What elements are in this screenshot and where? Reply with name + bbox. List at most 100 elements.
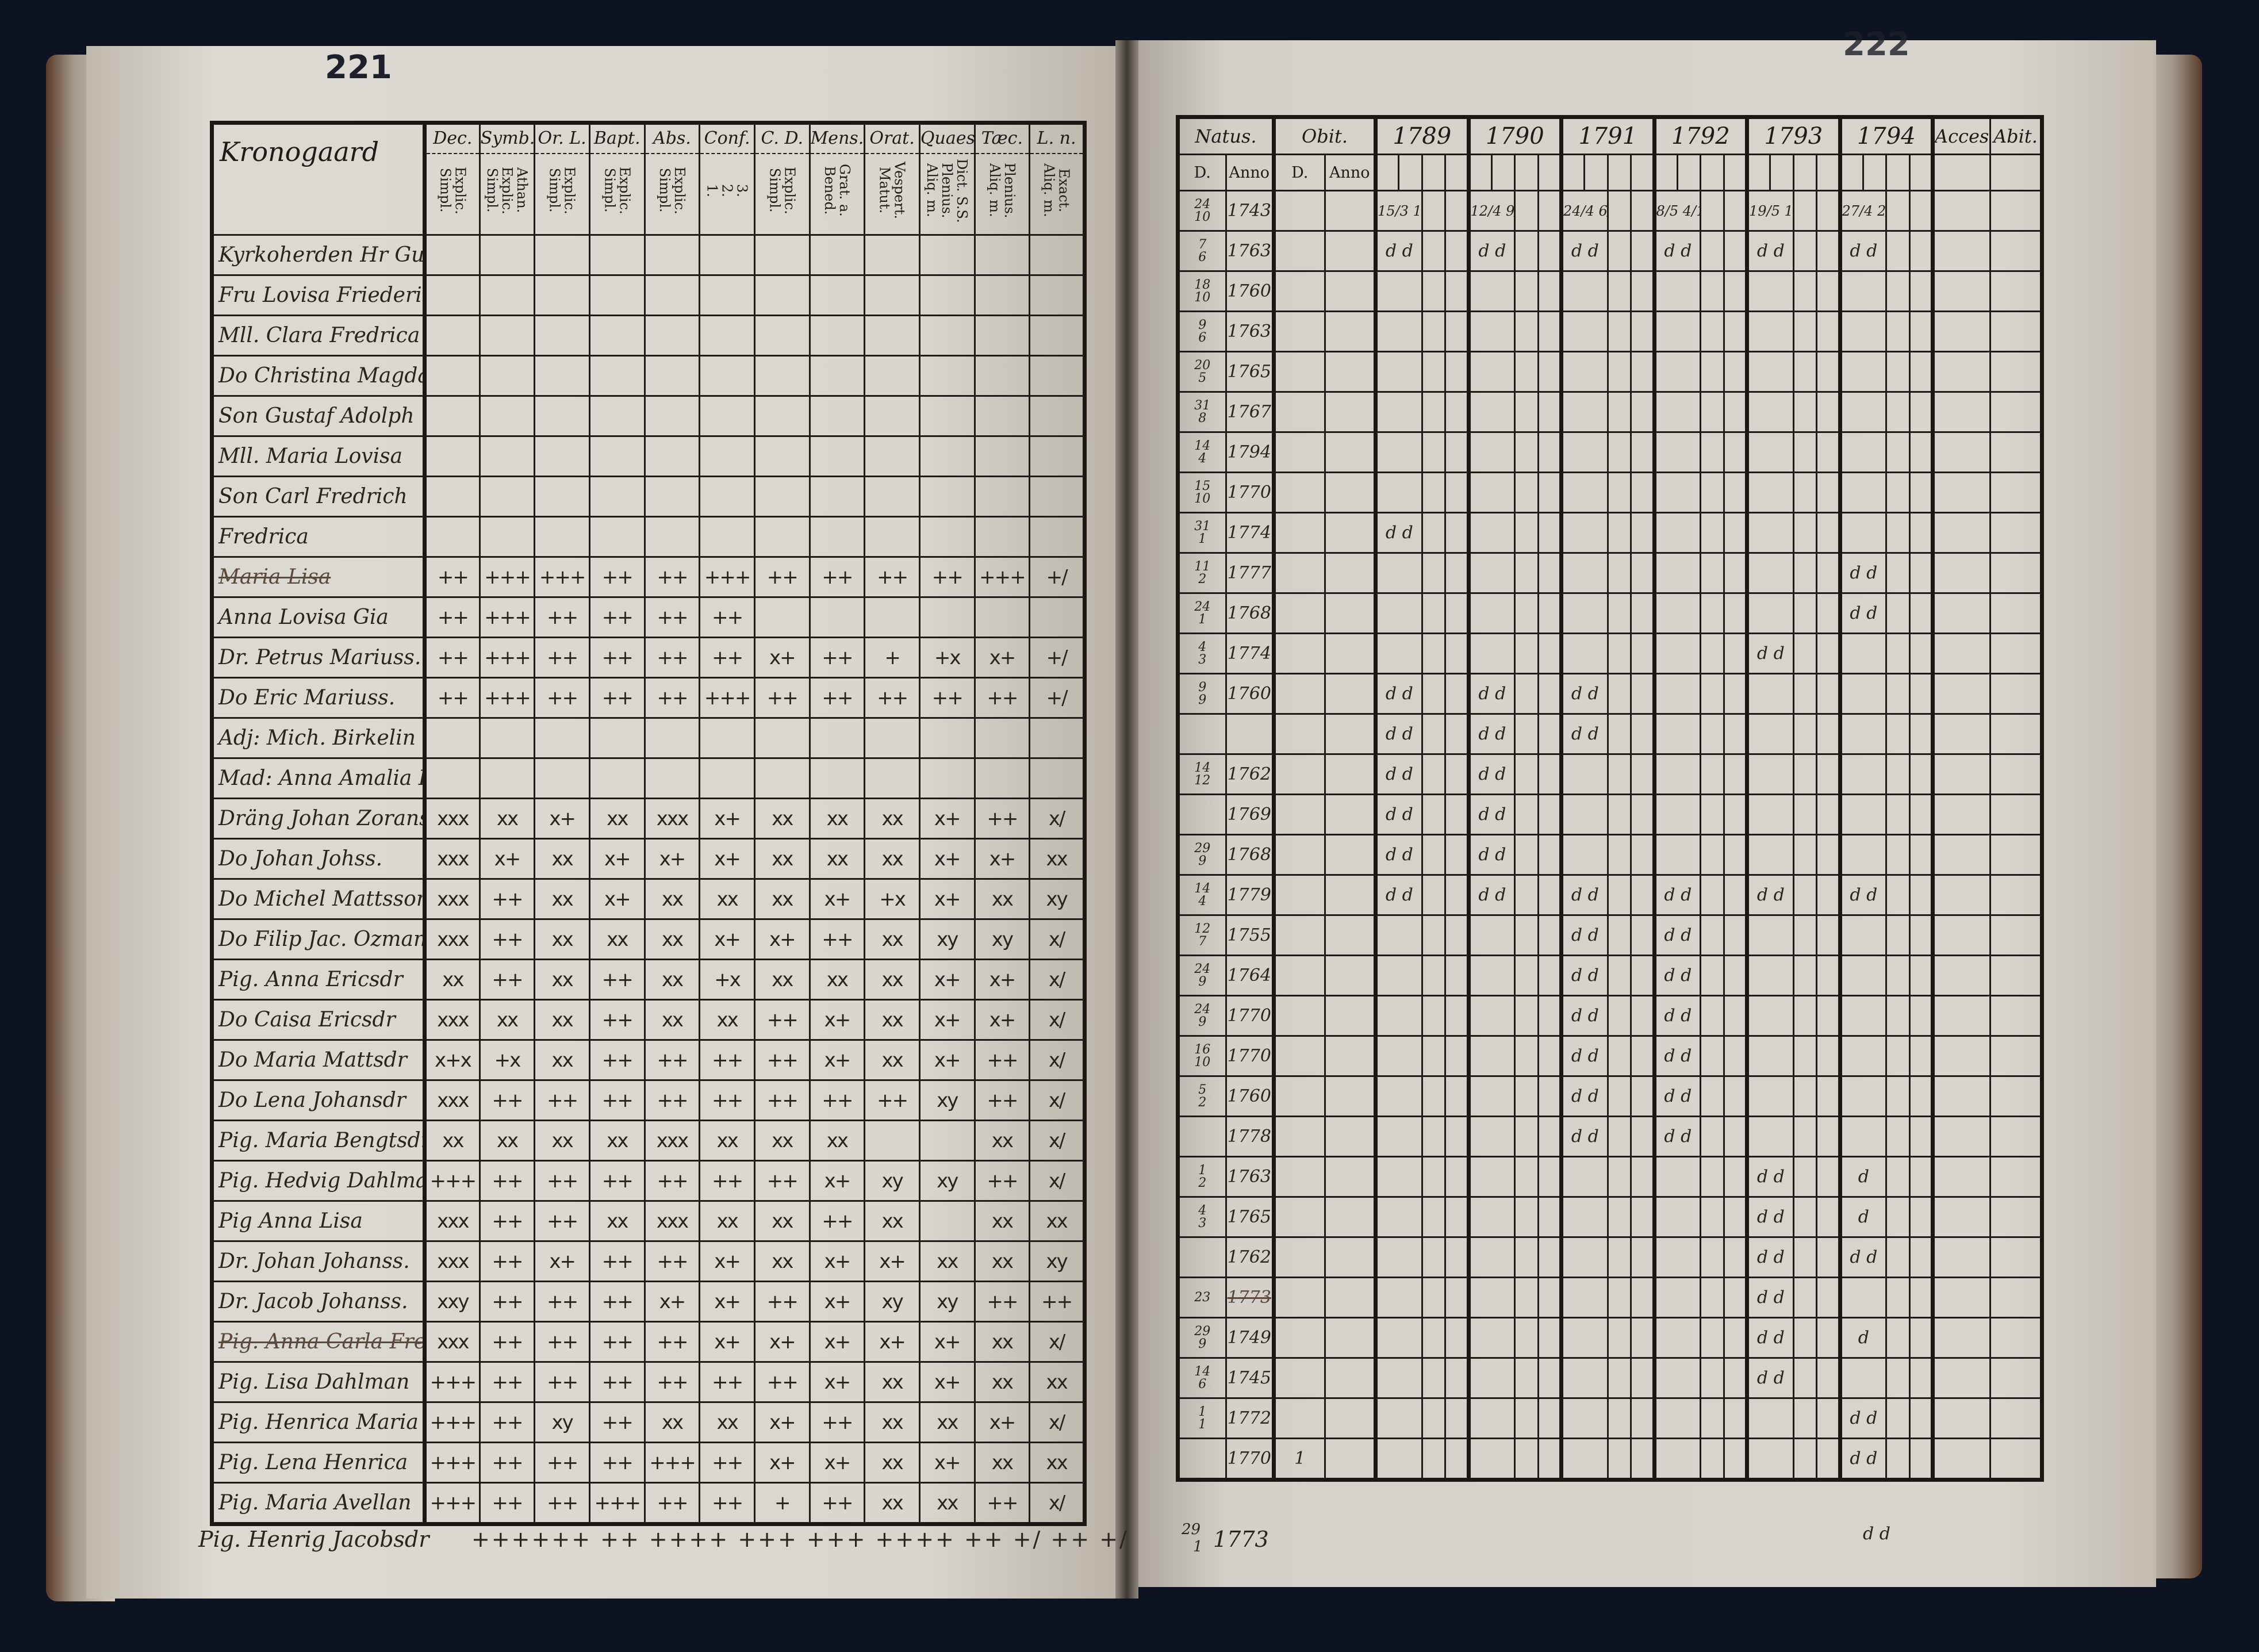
birth-day: 29	[1194, 841, 1211, 856]
exam-mark: x+	[808, 1240, 866, 1282]
exam-blank	[1885, 391, 1911, 433]
exam-blank	[1537, 1397, 1563, 1439]
exam-entry	[1559, 633, 1609, 674]
exam-blank	[1606, 673, 1632, 715]
exam-mark	[918, 435, 976, 477]
birth-month: 9	[1198, 1336, 1207, 1351]
death-year	[1324, 753, 1376, 795]
exam-entry: d d	[1652, 995, 1702, 1037]
birth-year: 1764	[1225, 955, 1275, 996]
exam-blank	[1723, 1397, 1748, 1439]
exam-blank	[1792, 1277, 1818, 1318]
exam-mark: ++	[643, 677, 701, 719]
exam-mark	[753, 234, 811, 276]
exam-blank	[1816, 713, 1841, 755]
exam-blank	[1908, 753, 1934, 795]
exam-blank	[1606, 914, 1632, 956]
exam-entry	[1745, 673, 1794, 715]
exam-blank	[1816, 512, 1841, 554]
exam-entry	[1374, 955, 1423, 996]
exam-mark: xxx	[424, 838, 481, 880]
death-day	[1272, 914, 1326, 956]
exam-mark: ++	[918, 677, 976, 719]
exam-mark: ++	[588, 1361, 646, 1403]
abit-cell	[1989, 1397, 2043, 1439]
exam-blank	[1630, 1116, 1655, 1157]
exam-mark: xx	[699, 878, 755, 920]
exam-mark: xx	[918, 1240, 976, 1282]
abit-cell	[1989, 1438, 2043, 1481]
exam-blank	[1723, 190, 1748, 232]
exam-blank	[1816, 431, 1841, 473]
abit-cell	[1989, 1035, 2043, 1077]
exam-mark: +/	[1029, 677, 1086, 719]
exam-entry	[1466, 1196, 1516, 1238]
exam-blank	[1723, 431, 1748, 473]
table-row: 4 3 1774 d d	[1177, 633, 2043, 674]
abit-cell	[1989, 351, 2043, 393]
acces-cell	[1931, 1236, 1991, 1278]
exam-mark: ++	[808, 1079, 866, 1121]
exam-entry: d d	[1466, 753, 1516, 795]
exam-blank	[1630, 1397, 1655, 1439]
exam-blank	[1421, 1357, 1447, 1399]
year-subcolumn-header	[1490, 154, 1516, 191]
exam-blank	[1908, 955, 1934, 996]
abit-cell	[1989, 633, 2043, 674]
exam-blank	[1537, 874, 1563, 916]
exam-entry	[1559, 1317, 1609, 1359]
exam-blank	[1908, 1236, 1934, 1278]
birth-day-month: 20 5	[1177, 351, 1227, 393]
birth-year: 1770	[1225, 472, 1275, 513]
exam-entry: d d	[1745, 1196, 1794, 1238]
exam-entry	[1374, 311, 1423, 352]
exam-blank	[1514, 834, 1539, 876]
exam-blank	[1723, 995, 1748, 1037]
exam-entry	[1374, 1196, 1423, 1238]
exam-mark	[918, 395, 976, 437]
exam-mark: x/	[1029, 959, 1086, 1001]
birth-year: 1760	[1225, 270, 1275, 312]
exam-mark: x+	[808, 1321, 866, 1363]
exam-blank	[1630, 633, 1655, 674]
column-title: Symb.	[481, 125, 533, 154]
exam-mark	[699, 757, 755, 799]
exam-blank	[1908, 351, 1934, 393]
exam-entry	[1652, 270, 1702, 312]
exam-blank	[1537, 270, 1563, 312]
column-header: Quaest. Dict. S.S. Plenius. Aliq. m.	[918, 122, 976, 236]
exam-mark: xxx	[424, 999, 481, 1041]
exam-blank	[1514, 592, 1539, 634]
death-year	[1324, 995, 1376, 1037]
birth-month: 6	[1198, 1377, 1207, 1392]
birth-month: 10	[1194, 290, 1211, 305]
exam-mark	[588, 516, 646, 558]
exam-mark: xx	[973, 878, 1031, 920]
birth-year: 1743	[1225, 190, 1275, 232]
exam-blank	[1421, 311, 1447, 352]
exam-mark	[973, 395, 1031, 437]
exam-mark	[973, 757, 1031, 799]
exam-entry	[1466, 1438, 1516, 1481]
exam-mark: ++	[534, 677, 590, 719]
exam-blank	[1885, 1357, 1911, 1399]
year-subcolumn-header	[1606, 154, 1632, 191]
exam-mark: xxx	[643, 798, 701, 840]
exam-mark	[699, 476, 755, 518]
exam-mark	[973, 435, 1031, 477]
exam-mark: +++	[424, 1401, 481, 1443]
death-year	[1324, 311, 1376, 352]
birth-month: 4	[1198, 894, 1207, 909]
death-day: 1	[1272, 1438, 1326, 1481]
exam-mark	[918, 1120, 976, 1162]
exam-blank	[1723, 1196, 1748, 1238]
exam-blank	[1537, 351, 1563, 393]
exam-blank	[1537, 1075, 1563, 1117]
exam-entry	[1838, 955, 1888, 996]
exam-entry	[1559, 1397, 1609, 1439]
abit-header: Abit.	[1989, 116, 2043, 155]
exam-mark	[753, 717, 811, 759]
death-year	[1324, 1116, 1376, 1157]
abit-cell	[1989, 673, 2043, 715]
